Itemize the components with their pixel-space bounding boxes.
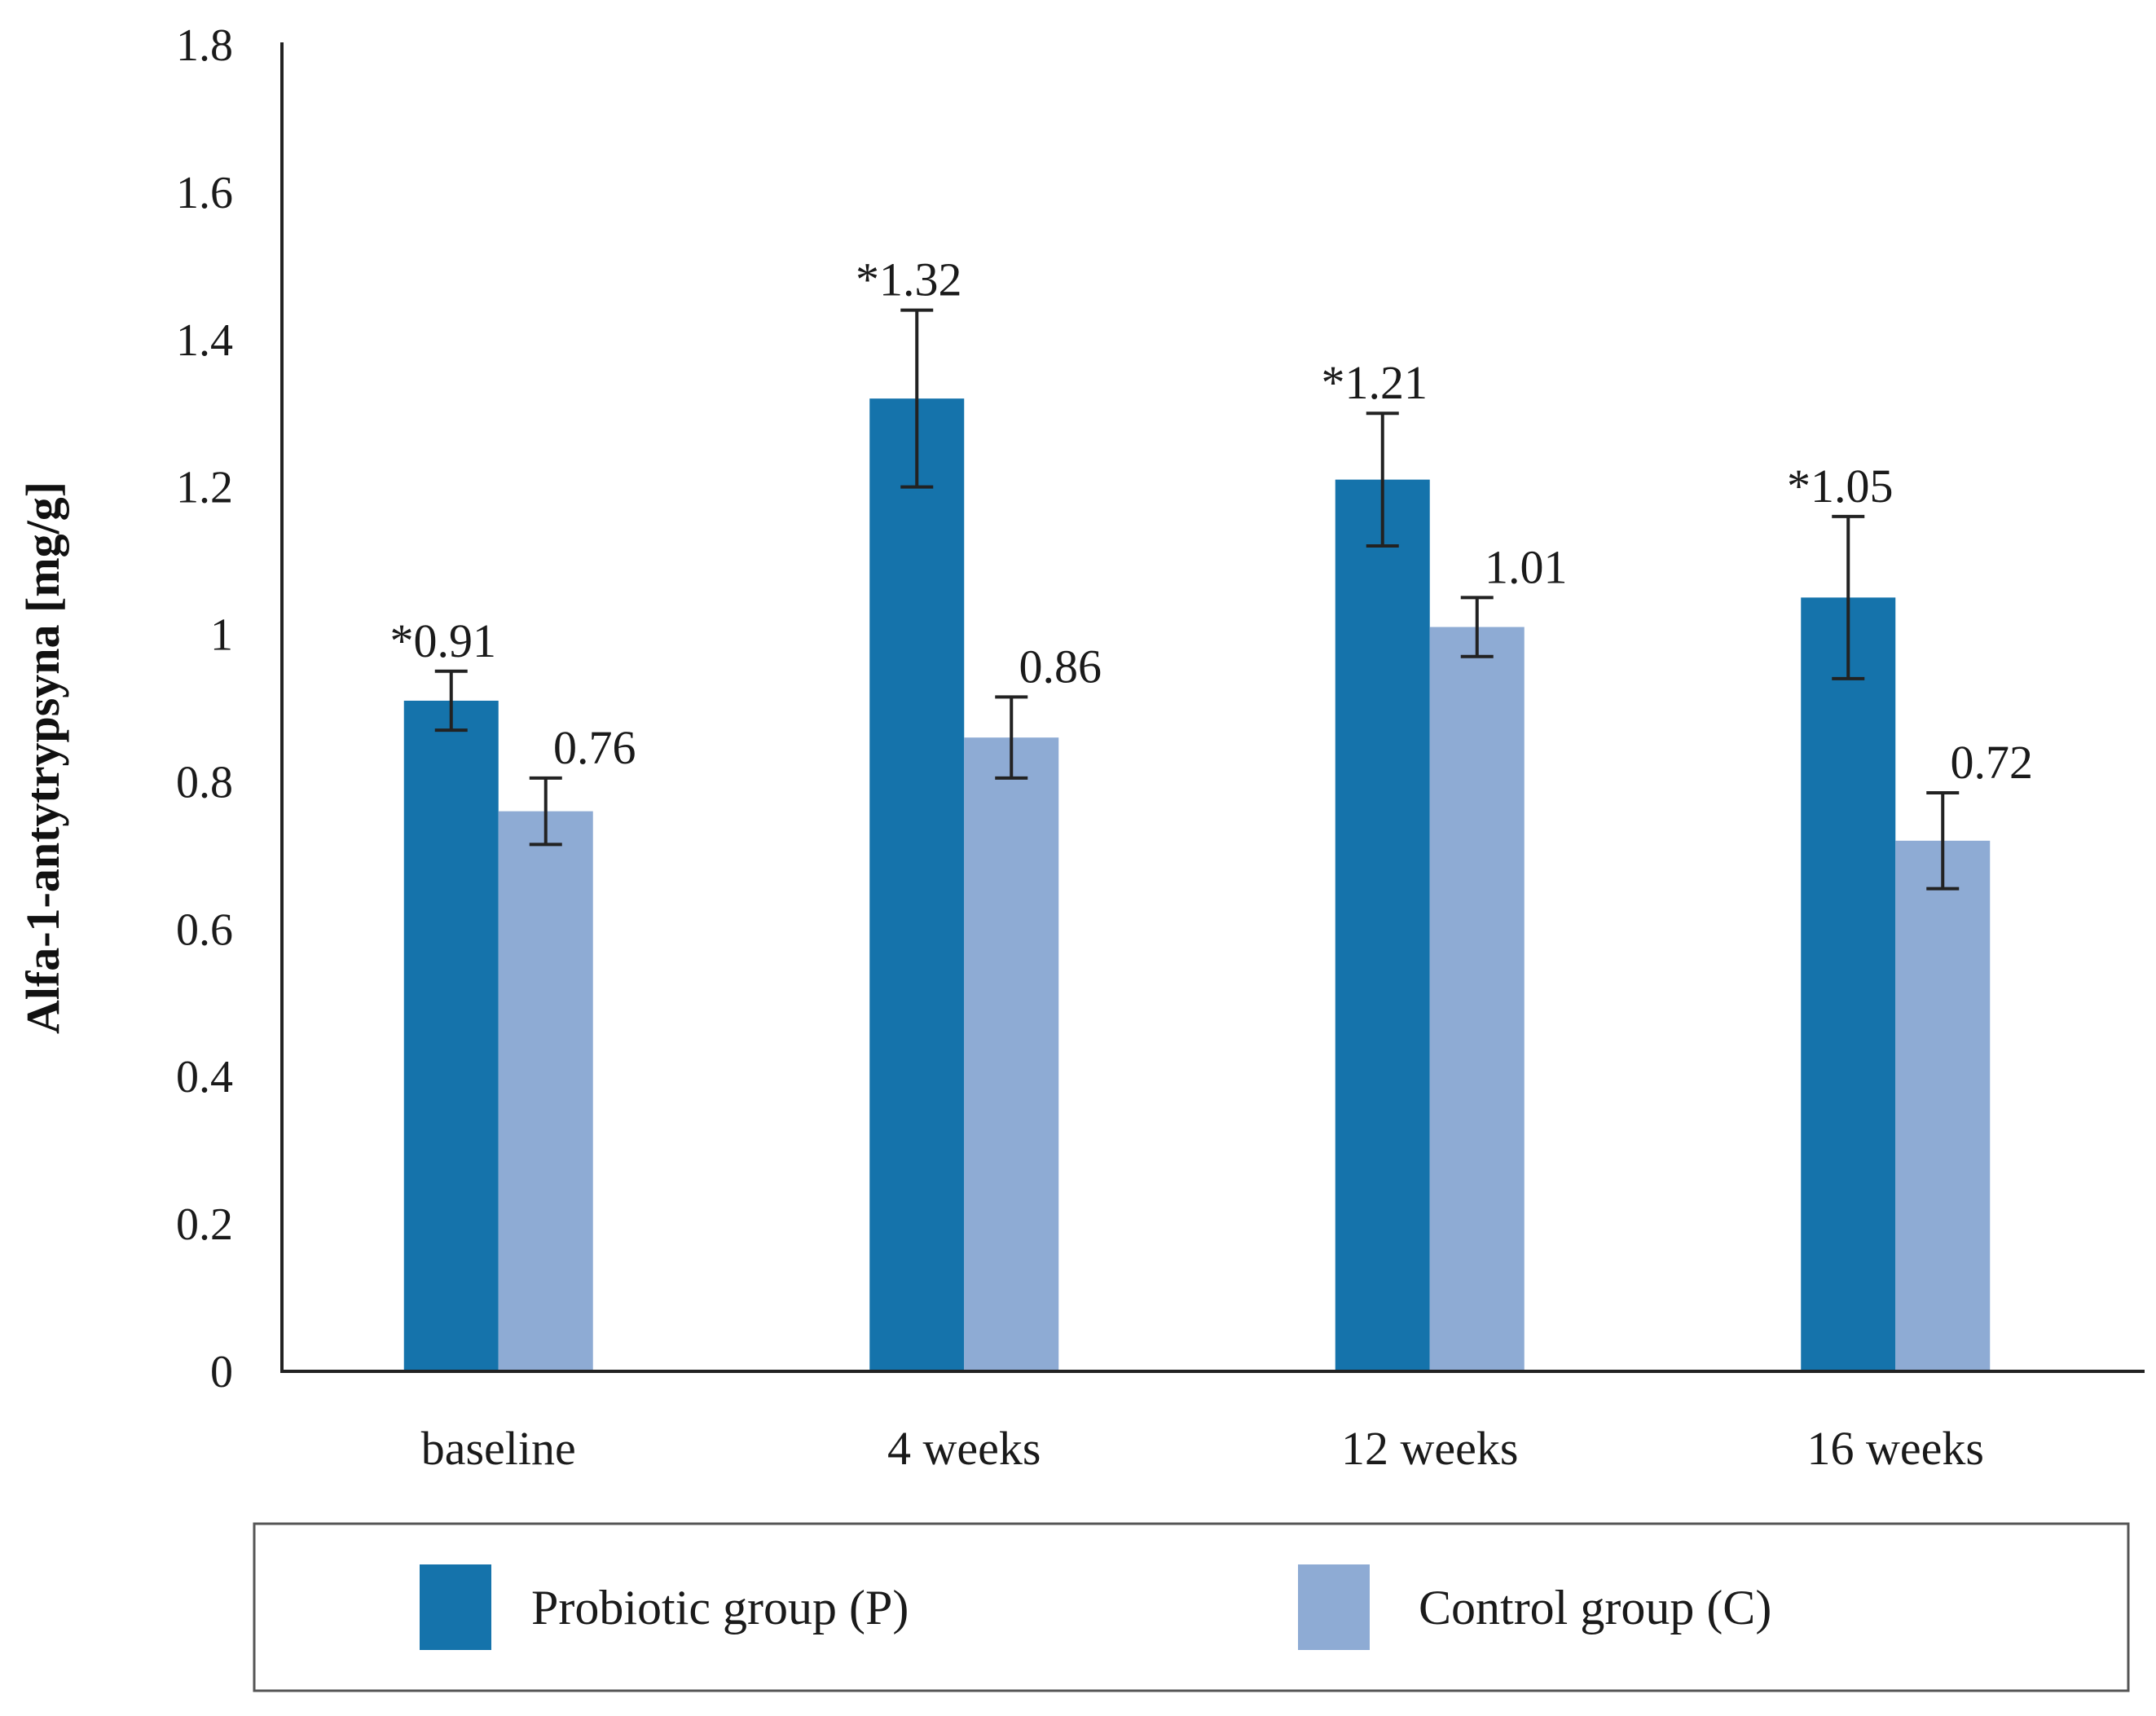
y-tick-label: 0 [210,1347,233,1397]
legend-swatch-probiotic [420,1564,491,1650]
y-tick-label: 1.8 [176,20,233,71]
x-tick-label: baseline [421,1422,576,1475]
error-bar [529,776,562,847]
data-label: *1.05 [1787,460,1894,513]
bar-control-1 [964,737,1059,1371]
data-label: 0.86 [1019,640,1102,693]
bar-group [403,398,1991,1372]
error-bar [900,308,934,489]
y-tick-label: 1.6 [176,168,233,218]
bar-control-2 [1429,627,1525,1371]
data-label: *0.91 [390,614,497,667]
y-tick-label: 1.4 [176,315,233,366]
error-bar [434,669,468,733]
y-tick-label: 1.2 [176,463,233,513]
legend-frame [253,1522,2130,1692]
y-axis-tick-labels: 0 0.2 0.4 0.6 0.8 1 1.2 1.4 1.6 1.8 [176,20,233,1397]
y-tick-label: 1 [210,610,233,661]
y-axis-label: Alfa-1-antytrypsyna [mg/g] [16,482,69,1034]
legend-swatch-control [1298,1564,1370,1650]
data-labels: *0.91 0.76 *1.32 0.86 *1.21 1.01 *1.05 0.72 [390,253,2034,789]
bar-probiotic-3 [1801,597,1896,1371]
y-tick-label: 0.8 [176,757,233,807]
y-tick-label: 0.4 [176,1052,233,1102]
x-axis-tick-labels: baseline 4 weeks 12 weeks 16 weeks [421,1422,1984,1475]
legend: Probiotic group (P) Control group (C) [253,1522,2130,1692]
data-label: 1.01 [1485,540,1568,593]
error-bar [1366,411,1399,548]
bar-control-0 [498,811,593,1371]
error-bars [434,308,1960,891]
error-bar [1460,596,1494,658]
error-bar [1926,791,1960,891]
bar-probiotic-0 [403,700,499,1371]
legend-label-probiotic: Probiotic group (P) [531,1581,909,1635]
y-tick-label: 0.6 [176,904,233,955]
x-tick-label: 16 weeks [1807,1422,1984,1475]
legend-label-control: Control group (C) [1419,1581,1771,1635]
error-bar [995,695,1028,780]
bar-probiotic-1 [869,398,965,1372]
x-tick-label: 12 weeks [1341,1422,1518,1475]
bar-probiotic-2 [1335,479,1430,1371]
error-bar [1832,514,1865,680]
y-tick-label: 0.2 [176,1199,233,1250]
data-label: 0.72 [1951,736,2034,789]
x-tick-label: 4 weeks [887,1422,1041,1475]
data-label: *1.32 [856,253,962,306]
data-label: 0.76 [553,721,636,774]
data-label: *1.21 [1322,356,1428,409]
bar-control-3 [1895,840,1991,1371]
